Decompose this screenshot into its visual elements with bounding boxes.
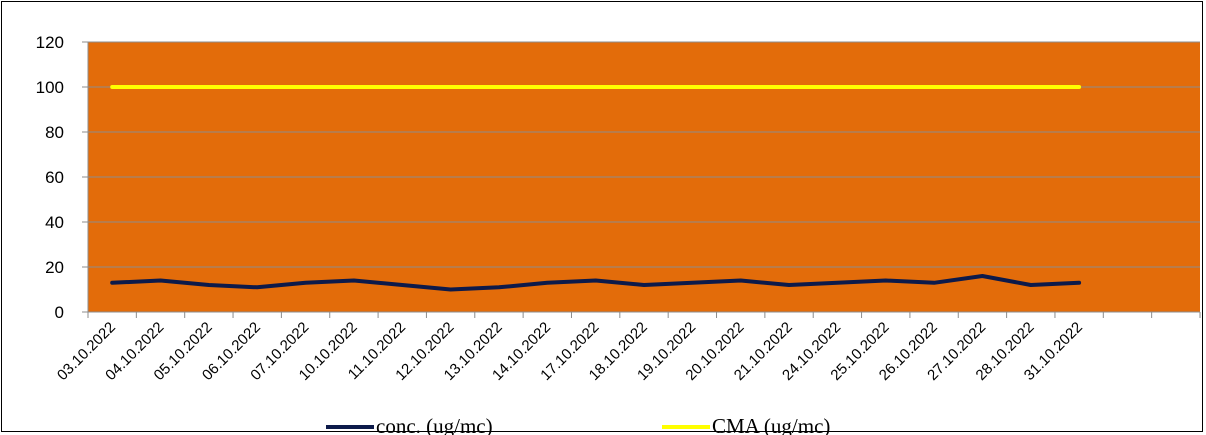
y-tick-label: 120 xyxy=(36,33,64,52)
x-axis: 03.10.202204.10.202205.10.202206.10.2022… xyxy=(54,311,1201,384)
y-tick-label: 100 xyxy=(36,78,64,97)
legend-label: CMA (ug/mc) xyxy=(712,414,830,435)
y-tick-label: 0 xyxy=(55,303,64,322)
series-line xyxy=(110,274,1082,292)
y-axis: 0 20 40 60 80 100 120 xyxy=(36,33,89,322)
y-tick-label: 20 xyxy=(45,258,64,277)
legend-label: conc. (ug/mc) xyxy=(376,414,493,435)
y-tick-label: 80 xyxy=(45,123,64,142)
legend: conc. (ug/mc) CMA (ug/mc) xyxy=(326,414,830,435)
y-tick-label: 60 xyxy=(45,168,64,187)
series-lines xyxy=(110,85,1082,292)
y-tick-label: 40 xyxy=(45,213,64,232)
